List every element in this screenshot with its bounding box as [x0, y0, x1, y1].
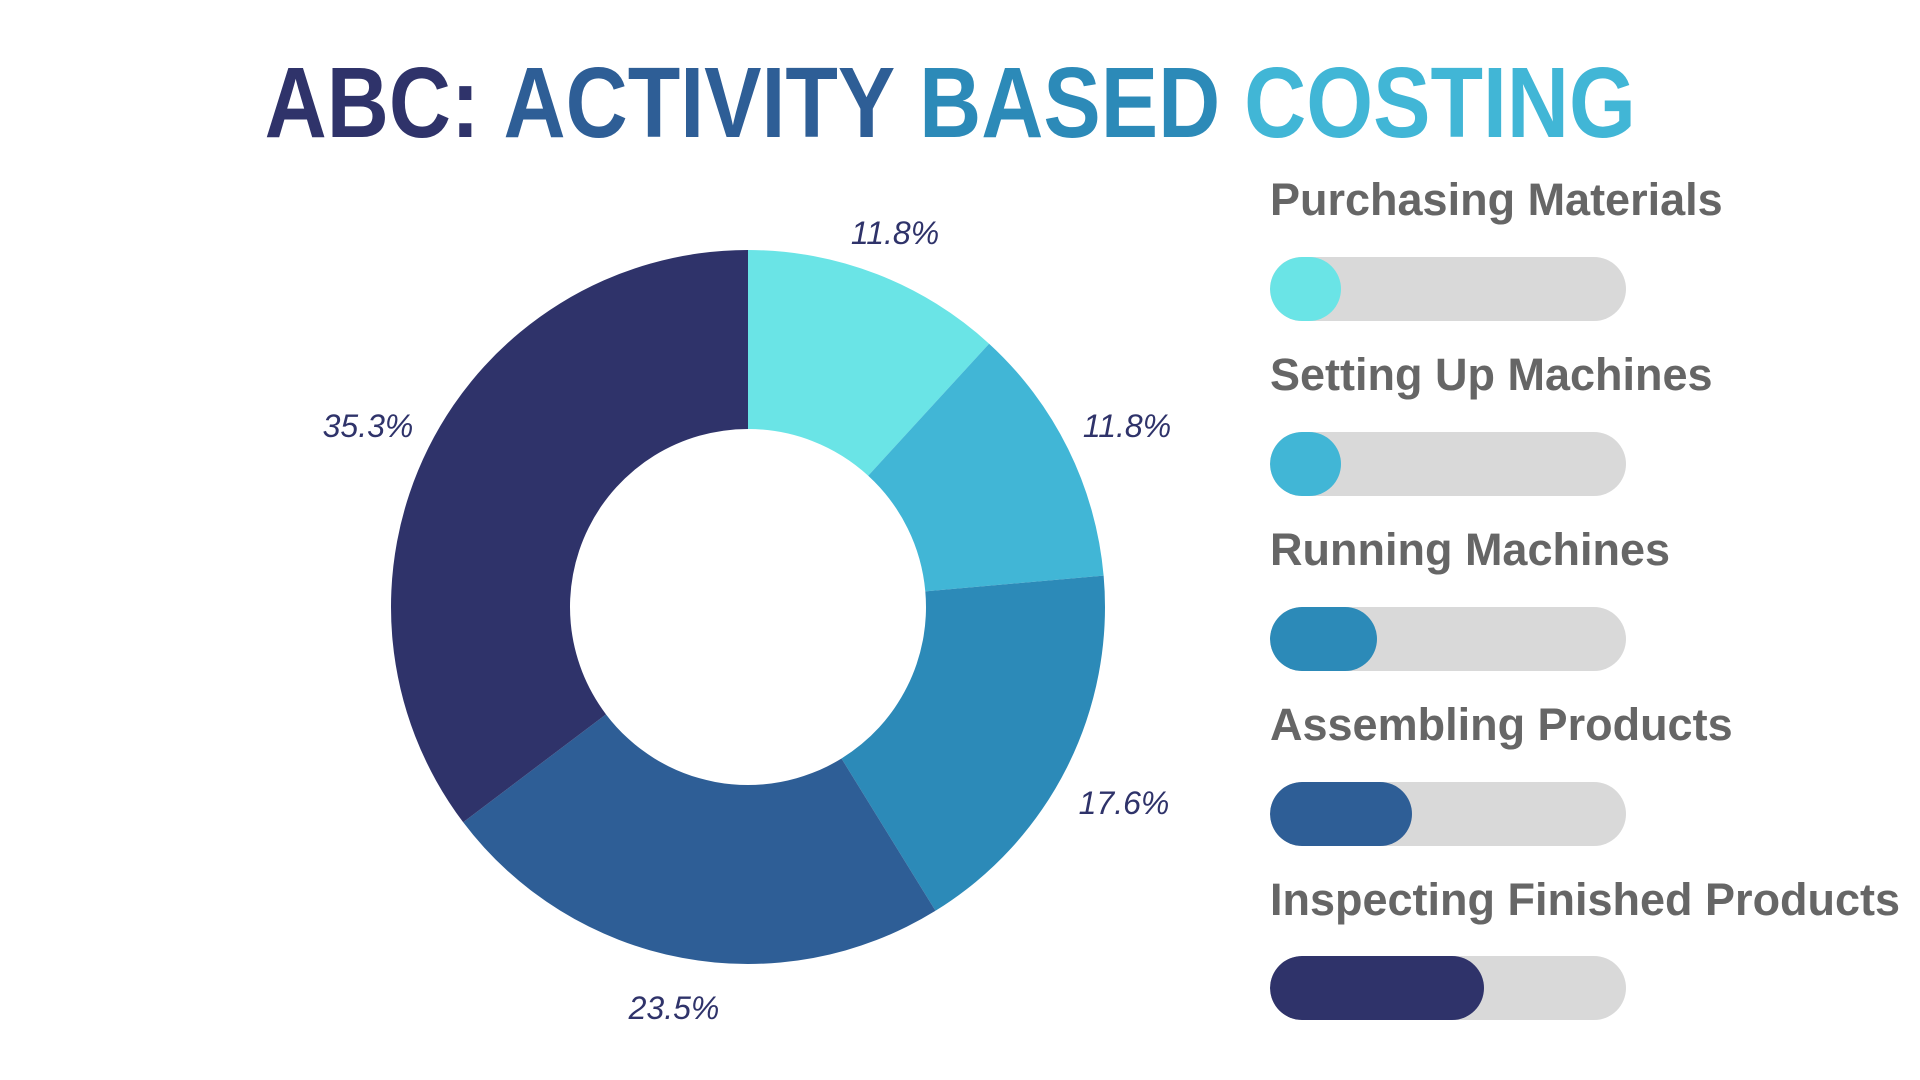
- data-label-4: 23.5%: [628, 990, 720, 1026]
- data-label-1: 11.8%: [851, 215, 939, 251]
- donut-slice-2: [868, 343, 1104, 592]
- legend-label-2: Setting Up Machines: [1270, 349, 1713, 400]
- data-label-3: 17.6%: [1079, 785, 1170, 821]
- progress-bar-fill: [1270, 782, 1413, 846]
- donut-slice-1: [748, 250, 990, 476]
- legend-label-1: Purchasing Materials: [1270, 174, 1723, 225]
- progress-bar-2: [1270, 432, 1626, 496]
- progress-bar-fill: [1270, 607, 1377, 671]
- progress-bar-fill: [1270, 956, 1484, 1020]
- data-label-5: 35.3%: [323, 408, 414, 444]
- progress-bar-5: [1270, 956, 1626, 1020]
- legend-label-5: Inspecting Finished Products: [1270, 874, 1901, 925]
- progress-bar-4: [1270, 782, 1626, 846]
- donut-slice-4: [463, 714, 936, 964]
- donut-slice-3: [841, 575, 1105, 911]
- progress-bar-fill: [1270, 432, 1342, 496]
- title-part-activity: ACTIVITY: [503, 47, 896, 159]
- legend-label-4: Assembling Products: [1270, 699, 1733, 750]
- progress-bar-1: [1270, 257, 1626, 321]
- page-title: ABC: ACTIVITY BASED COSTING: [0, 48, 1900, 158]
- donut-slice-5: [391, 250, 748, 823]
- progress-bar-fill: [1270, 257, 1342, 321]
- title-part-based: BASED: [918, 47, 1220, 159]
- title-part-abc: ABC:: [264, 47, 480, 159]
- progress-bar-3: [1270, 607, 1626, 671]
- data-label-2: 11.8%: [1083, 408, 1171, 444]
- title-part-costing: COSTING: [1243, 47, 1636, 159]
- legend-label-3: Running Machines: [1270, 524, 1671, 575]
